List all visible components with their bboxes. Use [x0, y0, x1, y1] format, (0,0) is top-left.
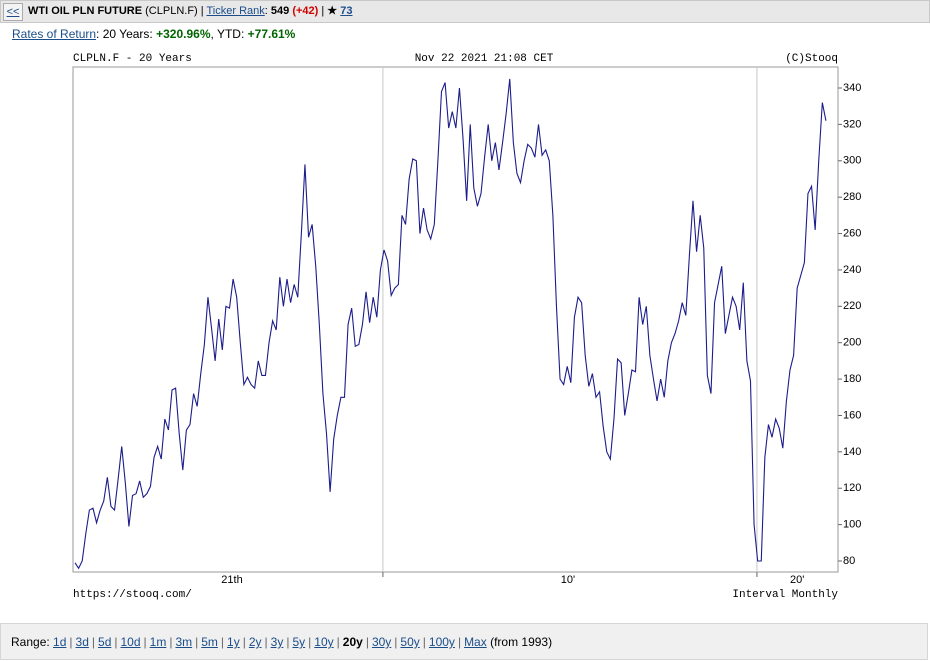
range-option[interactable]: 1d	[53, 635, 67, 649]
separator: |	[143, 635, 147, 649]
separator: |	[336, 635, 340, 649]
timestamp: Nov 22 2021 21:08 CET	[415, 53, 554, 65]
range-option[interactable]: 3m	[175, 635, 193, 649]
separator: |	[114, 635, 118, 649]
x-tick-label: 21th	[221, 574, 242, 586]
separator: |	[286, 635, 290, 649]
separator: |	[422, 635, 426, 649]
range-option[interactable]: 3d	[75, 635, 89, 649]
rank: 549	[270, 5, 290, 17]
range-bar: Range: 1d | 3d | 5d | 10d | 1m | 3m | 5m | 1y | 2y | 3y | 5y…	[0, 623, 928, 660]
y-tick-label: 100	[843, 519, 861, 531]
range-option[interactable]: Max	[464, 635, 487, 649]
header-bar: << WTI OIL PLN FUTURE (CLPLN.F) | Ticker…	[0, 0, 930, 23]
range-option[interactable]: 1m	[149, 635, 167, 649]
separator: |	[242, 635, 246, 649]
range-option[interactable]: 10d	[120, 635, 141, 649]
back-button[interactable]: <<	[3, 3, 23, 21]
range-option[interactable]: 5m	[201, 635, 218, 649]
period: YTD:	[216, 27, 245, 41]
range-option[interactable]: 30y	[371, 635, 392, 649]
x-tick-label: 10'	[561, 574, 575, 586]
period: 20 Years:	[102, 27, 153, 41]
range-option[interactable]: 100y	[428, 635, 455, 649]
y-tick-label: 280	[843, 191, 861, 203]
separator: |	[69, 635, 73, 649]
instrument-name: WTI OIL PLN FUTURE	[28, 5, 143, 17]
y-tick-label: 200	[843, 337, 861, 349]
return-value: +77.61%	[247, 27, 296, 41]
range-option[interactable]: 50y	[400, 635, 420, 649]
return-value: +320.96%	[156, 27, 211, 41]
x-tick-label: 20'	[790, 574, 804, 586]
plot-area	[72, 66, 839, 573]
stars-link[interactable]: 73	[340, 5, 353, 17]
returns-link[interactable]: Rates of Return	[12, 27, 97, 41]
y-tick-label: 340	[843, 82, 861, 94]
range-note: (from 1993)	[490, 635, 553, 649]
source: https://stooq.com/	[73, 589, 192, 601]
y-tick-label: 120	[843, 482, 861, 494]
header-text: WTI OIL PLN FUTURE (CLPLN.F) | Ticker Ra…	[28, 5, 353, 17]
y-tick-label: 260	[843, 227, 861, 239]
separator: |	[169, 635, 173, 649]
y-tick-label: 220	[843, 300, 861, 312]
range-options: 1d | 3d | 5d | 10d | 1m | 3m | 5m | 1y | 2y | 3y | 5y | 10y | 20…	[53, 635, 487, 649]
separator: |	[394, 635, 398, 649]
price-line	[74, 78, 827, 570]
range-option[interactable]: 5y	[292, 635, 306, 649]
separator: |	[365, 635, 369, 649]
y-tick-label: 300	[843, 155, 861, 167]
y-tick-label: 140	[843, 446, 861, 458]
separator: |	[308, 635, 312, 649]
symbol: (CLPLN.F)	[145, 5, 198, 17]
credit: (C)Stooq	[785, 53, 838, 65]
separator: |	[457, 635, 462, 649]
rank-change: (+42)	[292, 5, 319, 17]
separator: |	[195, 635, 199, 649]
y-tick-label: 240	[843, 264, 861, 276]
range-selected: 20y	[342, 635, 363, 649]
range-option[interactable]: 1y	[227, 635, 240, 649]
range-option[interactable]: 5d	[98, 635, 112, 649]
separator: |	[220, 635, 225, 649]
rank-link[interactable]: Ticker Rank	[206, 5, 265, 17]
range-option[interactable]: 2y	[248, 635, 262, 649]
star: ★	[327, 5, 338, 17]
y-tick-label: 320	[843, 118, 861, 130]
range-option[interactable]: 3y	[270, 635, 284, 649]
separator: |	[91, 635, 96, 649]
chart-title: CLPLN.F - 20 Years	[73, 53, 192, 65]
y-tick-label: 160	[843, 409, 861, 421]
range-label: Range:	[11, 635, 50, 649]
interval: Interval Monthly	[732, 589, 838, 601]
separator: |	[264, 635, 268, 649]
y-tick-label: 80	[843, 555, 855, 567]
chart: CLPLN.F - 20 Years Nov 22 2021 21:08 CET…	[72, 53, 861, 601]
y-tick-label: 180	[843, 373, 861, 385]
range-option[interactable]: 10y	[314, 635, 334, 649]
returns: Rates of Return: 20 Years: +320.96%, YTD…	[12, 27, 296, 41]
